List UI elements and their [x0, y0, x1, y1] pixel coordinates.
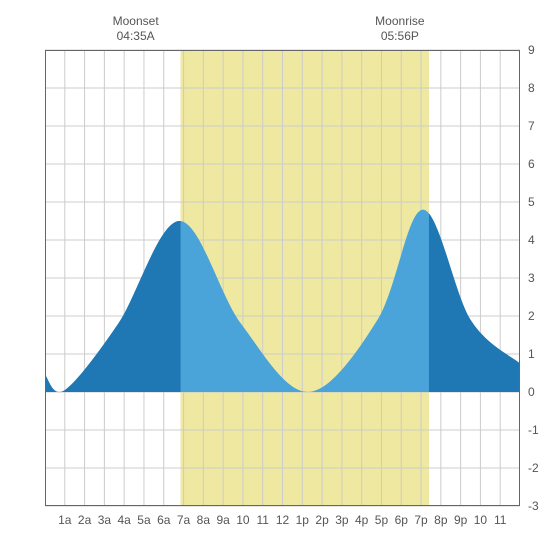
y-tick-label: 1	[528, 347, 535, 361]
x-tick-label: 11	[494, 513, 507, 527]
x-tick-label: 4p	[355, 513, 369, 527]
moonrise-title: Moonrise	[375, 14, 424, 29]
moonrise-annotation: Moonrise 05:56P	[375, 14, 424, 44]
x-tick-label: 10	[474, 513, 488, 527]
x-tick-label: 11	[256, 513, 269, 527]
moonset-time: 04:35A	[113, 29, 159, 44]
y-tick-label: -2	[528, 461, 539, 475]
x-tick-label: 8a	[197, 513, 211, 527]
y-tick-label: -1	[528, 423, 539, 437]
x-tick-label: 7a	[177, 513, 191, 527]
x-tick-label: 5a	[137, 513, 151, 527]
x-tick-label: 1p	[296, 513, 310, 527]
x-tick-label: 7p	[414, 513, 428, 527]
chart-svg: 1a2a3a4a5a6a7a8a9a1011121p2p3p4p5p6p7p8p…	[0, 0, 550, 550]
x-tick-label: 2a	[78, 513, 92, 527]
y-tick-label: 8	[528, 81, 535, 95]
y-tick-label: 6	[528, 157, 535, 171]
tide-chart: Moonset 04:35A Moonrise 05:56P 1a 2a 3a 4a 5…	[0, 0, 550, 550]
x-tick-label: 2p	[315, 513, 329, 527]
moonrise-time: 05:56P	[375, 29, 424, 44]
y-tick-label: -3	[528, 499, 539, 513]
y-tick-label: 7	[528, 119, 535, 133]
x-tick-label: 10	[236, 513, 250, 527]
x-tick-label: 5p	[375, 513, 389, 527]
y-tick-label: 0	[528, 385, 535, 399]
moonset-title: Moonset	[113, 14, 159, 29]
x-tick-label: 3a	[98, 513, 112, 527]
y-tick-label: 2	[528, 309, 535, 323]
x-tick-label: 9p	[454, 513, 468, 527]
x-tick-label: 6a	[157, 513, 171, 527]
y-tick-label: 3	[528, 271, 535, 285]
y-tick-label: 5	[528, 195, 535, 209]
x-tick-label: 8p	[434, 513, 448, 527]
y-tick-label: 9	[528, 43, 535, 57]
x-tick-label: 12	[276, 513, 290, 527]
x-tick-label: 4a	[117, 513, 131, 527]
x-tick-label: 9a	[216, 513, 230, 527]
y-axis-ticks: -3 -2 -1 0 1 2 3 4 5 6 7 8 9	[528, 43, 539, 513]
moonset-annotation: Moonset 04:35A	[113, 14, 159, 44]
x-tick-label: 1a	[58, 513, 72, 527]
x-tick-label: 6p	[395, 513, 409, 527]
x-tick-label: 3p	[335, 513, 349, 527]
x-axis-ticks: 1a 2a 3a 4a 5a 6a 7a 8a 9a 10 11 12 1p 2p 3p 4p 5p 6p 7p 8p…	[58, 513, 507, 527]
y-tick-label: 4	[528, 233, 535, 247]
